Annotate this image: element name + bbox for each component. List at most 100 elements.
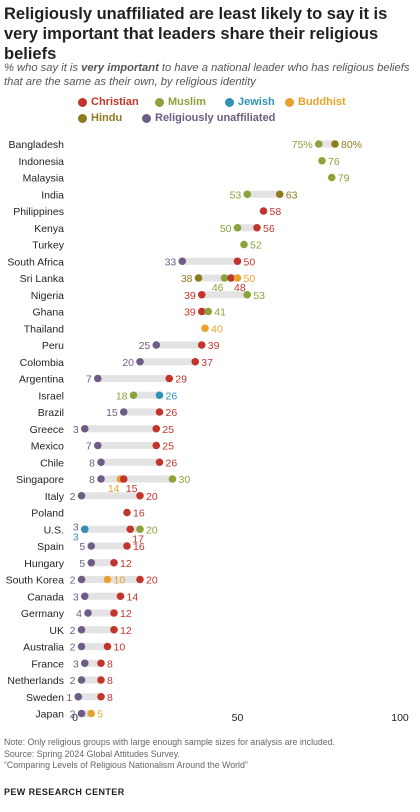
dot-peru-religiously-unaffiliated xyxy=(152,341,161,349)
data-label-canada-christian: 14 xyxy=(127,591,139,603)
dot-italy-religiously-unaffiliated xyxy=(77,491,86,500)
country-label-singapore: Singapore xyxy=(16,474,64,486)
dot-u-s-jewish xyxy=(80,525,89,534)
data-label-thailand-buddhist: 40 xyxy=(211,323,223,335)
country-label-ghana: Ghana xyxy=(32,307,64,319)
dot-uk-religiously-unaffiliated xyxy=(77,625,86,634)
dot-nigeria-christian xyxy=(197,290,206,299)
dot-poland-christian xyxy=(123,508,131,517)
dot-brazil-religiously-unaffiliated xyxy=(119,408,128,416)
subtitle-pre: % who say it is xyxy=(4,62,82,74)
data-label-singapore-religiously-unaffiliated: 8 xyxy=(89,474,95,486)
country-label-argentina: Argentina xyxy=(19,374,64,386)
country-label-turkey: Turkey xyxy=(32,240,64,252)
dot-france-christian xyxy=(97,659,105,668)
country-label-netherlands: Netherlands xyxy=(7,675,64,687)
country-label-uk: UK xyxy=(49,625,64,637)
legend-item-religiously-unaffiliated: Religiously unaffiliated xyxy=(142,112,275,124)
dot-chile-religiously-unaffiliated xyxy=(97,458,105,467)
data-label-brazil-religiously-unaffiliated: 15 xyxy=(106,407,118,419)
country-label-bangladesh: Bangladesh xyxy=(9,139,65,151)
dot-israel-muslim xyxy=(129,391,138,400)
country-label-indonesia: Indonesia xyxy=(18,156,64,168)
dot-thailand-buddhist xyxy=(201,324,209,333)
country-label-sri-lanka: Sri Lanka xyxy=(20,273,65,285)
data-label-sri-lanka-muslim: 46 xyxy=(212,282,224,294)
legend-item-muslim: Muslim xyxy=(155,96,206,108)
dot-spain-religiously-unaffiliated xyxy=(87,542,96,550)
data-label-u-s-jewish: 3 xyxy=(73,531,79,543)
dot-ghana-muslim xyxy=(204,307,213,316)
data-label-netherlands-religiously-unaffiliated: 2 xyxy=(70,675,76,687)
data-label-canada-religiously-unaffiliated: 3 xyxy=(73,591,79,603)
source-text: Source: Spring 2024 Global Attitudes Sur… xyxy=(4,748,180,759)
dot-australia-christian xyxy=(103,642,112,651)
dot-singapore-religiously-unaffiliated xyxy=(97,475,105,483)
data-label-nigeria-christian: 39 xyxy=(184,290,196,302)
dot-turkey-muslim xyxy=(240,240,248,249)
data-label-hungary-christian: 12 xyxy=(120,558,132,570)
data-label-south-korea-buddhist: 10 xyxy=(114,575,126,587)
data-label-greece-christian: 25 xyxy=(162,424,174,436)
country-label-philippines: Philippines xyxy=(13,206,64,218)
country-label-australia: Australia xyxy=(23,642,64,654)
x-tick-0: 0 xyxy=(72,712,78,724)
data-label-japan-religiously-unaffiliated: 2 xyxy=(70,709,76,721)
country-label-greece: Greece xyxy=(30,424,65,436)
legend-dot-jewish xyxy=(225,97,234,107)
data-label-u-s-religiously-unaffiliated: 3 xyxy=(73,521,79,533)
data-label-india-hindu: 63 xyxy=(286,189,298,201)
country-label-spain: Spain xyxy=(37,541,64,553)
legend-item-buddhist: Buddhist xyxy=(285,96,346,108)
dot-greece-religiously-unaffiliated xyxy=(80,424,89,433)
dot-argentina-christian xyxy=(165,374,174,383)
data-label-chile-christian: 26 xyxy=(166,457,178,469)
data-label-japan-buddhist: 5 xyxy=(97,709,103,721)
data-label-uk-christian: 12 xyxy=(120,625,132,637)
data-label-colombia-christian: 37 xyxy=(201,357,213,369)
dot-sri-lanka-christian xyxy=(227,274,235,282)
dot-mexico-christian xyxy=(152,441,161,450)
country-label-south-africa: South Africa xyxy=(7,256,64,268)
data-label-netherlands-christian: 8 xyxy=(107,675,113,687)
legend-label: Christian xyxy=(91,96,139,108)
dot-israel-jewish xyxy=(155,391,164,400)
dot-bangladesh-muslim xyxy=(314,140,323,148)
data-label-south-africa-christian: 50 xyxy=(244,256,256,268)
country-label-india: India xyxy=(41,189,64,201)
data-label-brazil-christian: 26 xyxy=(166,407,178,419)
data-label-malaysia-muslim: 79 xyxy=(338,173,350,185)
dot-kenya-christian xyxy=(253,223,261,232)
dot-france-religiously-unaffiliated xyxy=(80,659,89,668)
report-title: “Comparing Levels of Religious Nationali… xyxy=(4,760,248,770)
dot-hungary-religiously-unaffiliated xyxy=(87,558,96,567)
dot-malaysia-muslim xyxy=(327,173,336,182)
country-label-peru: Peru xyxy=(42,340,64,352)
country-label-poland: Poland xyxy=(31,508,64,520)
legend-dot-buddhist xyxy=(285,97,294,107)
data-label-chile-religiously-unaffiliated: 8 xyxy=(89,457,95,469)
subtitle-post: to have a national leader who has religi… xyxy=(4,62,410,88)
x-tick-100: 100 xyxy=(391,712,409,724)
data-label-sri-lanka-hindu: 38 xyxy=(181,273,193,285)
brand-logo-text: PEW RESEARCH CENTER xyxy=(4,787,125,797)
data-label-u-s-muslim: 20 xyxy=(146,524,158,536)
data-label-spain-religiously-unaffiliated: 5 xyxy=(79,541,85,553)
data-label-germany-christian: 12 xyxy=(120,608,132,620)
data-label-nigeria-muslim: 53 xyxy=(253,290,265,302)
subtitle-bold: very important xyxy=(81,62,159,74)
data-label-sweden-religiously-unaffiliated: 1 xyxy=(66,692,72,704)
country-label-chile: Chile xyxy=(40,457,64,469)
dot-mexico-religiously-unaffiliated xyxy=(93,441,102,450)
dot-spain-christian xyxy=(123,542,131,550)
legend-label: Hindu xyxy=(91,112,123,124)
dot-sweden-christian xyxy=(97,692,105,701)
dot-philippines-christian xyxy=(259,207,268,215)
data-label-italy-christian: 20 xyxy=(146,491,158,503)
dot-south-korea-buddhist xyxy=(103,575,112,584)
country-label-mexico: Mexico xyxy=(31,441,64,453)
legend-label: Religiously unaffiliated xyxy=(155,112,276,124)
dot-chart: Bangladesh 75% 80% Indonesia 76 Malaysia 79 Ind… xyxy=(6,139,409,724)
note-text: Note: Only religious groups with large e… xyxy=(4,737,336,747)
dot-south-korea-christian xyxy=(136,575,144,584)
